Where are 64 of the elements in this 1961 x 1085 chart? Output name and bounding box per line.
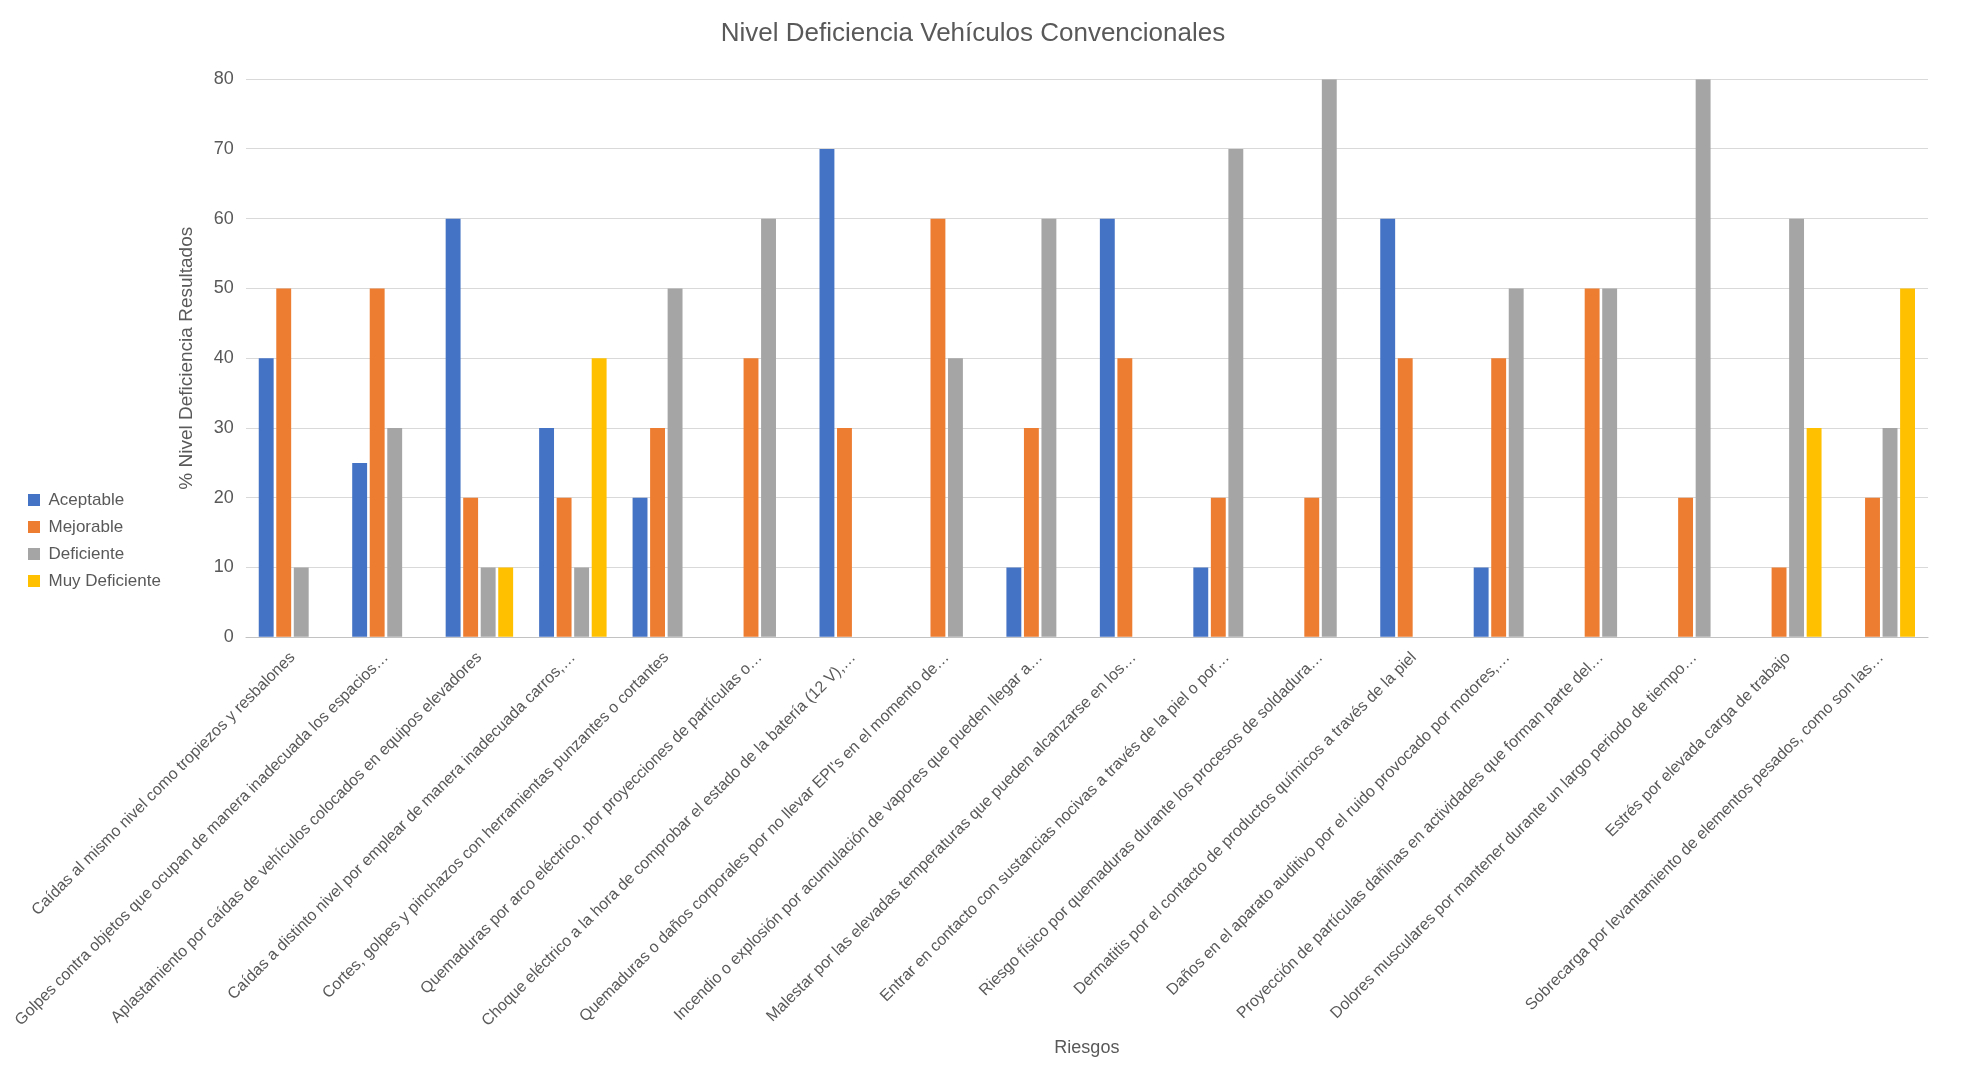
chart-title: Nivel Deficiencia Vehículos Convencionales: [720, 16, 1226, 47]
bar: [539, 428, 555, 637]
bar: [591, 358, 607, 637]
x-axis-title: Riesgos: [1054, 1037, 1120, 1058]
legend-label: Mejorable: [48, 516, 124, 536]
bar: [1584, 288, 1600, 637]
y-tick-label: 30: [213, 416, 234, 437]
bar: [1491, 358, 1507, 637]
bar: [1023, 428, 1039, 637]
bar: [1865, 497, 1880, 637]
bar: [1397, 358, 1413, 637]
legend-label: Deficiente: [48, 543, 125, 563]
bar: [498, 567, 514, 637]
y-tick-label: 40: [213, 347, 234, 368]
bar: [258, 358, 274, 637]
bar: [1006, 567, 1022, 637]
bar: [1228, 148, 1244, 637]
y-tick-label: 50: [213, 277, 234, 298]
y-tick-label: 10: [213, 556, 234, 577]
bar: [761, 218, 776, 637]
bar: [1789, 218, 1805, 637]
bar: [1900, 288, 1915, 637]
y-tick-label: 0: [223, 626, 234, 647]
legend-label: Muy Deficiente: [48, 570, 161, 590]
bar: [1041, 218, 1057, 637]
bar: [1602, 288, 1618, 637]
bar: [632, 497, 648, 637]
bar: [948, 358, 963, 637]
bar: [930, 218, 946, 637]
bar: [556, 497, 572, 637]
bar: [352, 462, 368, 637]
y-axis-title: % Nivel Deficiencia Resultados: [174, 226, 196, 490]
bar: [369, 288, 385, 637]
bar: [480, 567, 496, 637]
bar: [1099, 218, 1115, 637]
bar: [1117, 358, 1133, 637]
bar: [1771, 567, 1787, 637]
bar: [1380, 218, 1396, 637]
bar: [463, 497, 479, 637]
bar: [743, 358, 759, 637]
bar: [819, 148, 835, 637]
bar: [293, 567, 309, 637]
bar: [1508, 288, 1524, 637]
bar: [1695, 79, 1711, 637]
bar: [1678, 497, 1694, 637]
y-tick-label: 70: [213, 137, 234, 158]
bar: [667, 288, 683, 637]
bar: [1193, 567, 1209, 637]
bar: [1210, 497, 1226, 637]
y-tick-label: 20: [213, 486, 234, 507]
bar: [1321, 79, 1337, 637]
bar: [1473, 567, 1489, 637]
legend-label: Aceptable: [48, 489, 125, 509]
bar: [837, 428, 852, 637]
bar: [1304, 497, 1320, 637]
bar: [445, 218, 461, 637]
bar: [276, 288, 292, 637]
y-tick-label: 80: [213, 68, 234, 89]
y-tick-label: 60: [213, 207, 234, 228]
bar: [1806, 428, 1822, 637]
bar: [1882, 428, 1898, 637]
bar: [574, 567, 590, 637]
bar: [650, 428, 665, 637]
bar: [387, 428, 403, 637]
